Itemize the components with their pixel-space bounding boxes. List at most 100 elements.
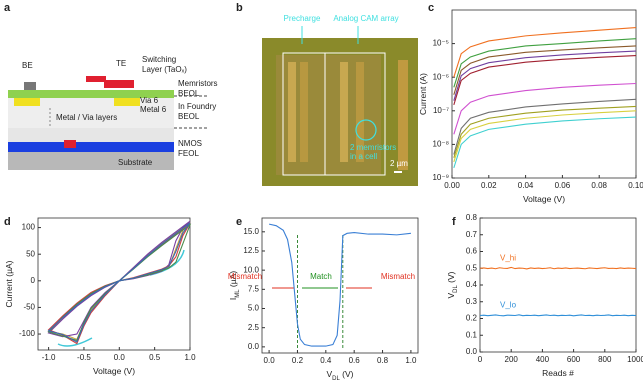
x-tick-label: 0.04 (518, 181, 534, 190)
axis-label-part: (V) (340, 369, 354, 379)
axis-label-part: Reads # (542, 368, 574, 378)
axis-label: Current (µA) (4, 260, 14, 307)
x-tick-label: 1.0 (405, 356, 417, 365)
x-tick-label: 0.06 (555, 181, 571, 190)
x-tick-label: -0.5 (77, 353, 91, 362)
series-line (47, 222, 191, 343)
axis-label-part: (V) (446, 271, 456, 285)
axis-label-part: Current (µA) (4, 260, 14, 307)
x-tick-label: 0.02 (481, 181, 497, 190)
annotation: Match (310, 272, 332, 281)
panel-label: d (4, 216, 11, 228)
series-line (453, 27, 637, 78)
axis-label-part: V (326, 369, 332, 379)
layer (8, 128, 174, 142)
x-tick-label: 0.0 (264, 356, 276, 365)
series-line (47, 222, 191, 345)
axis-label-part: DL (453, 285, 459, 293)
x-tick-label: 0.00 (444, 181, 460, 190)
series-line (268, 223, 411, 347)
x-tick-label: 800 (598, 355, 612, 364)
x-tick-label: 600 (567, 355, 581, 364)
y-tick-label: 10⁻⁶ (433, 72, 449, 81)
series-line (47, 223, 192, 342)
layer (8, 142, 174, 152)
axis-label: IML (µA) (228, 271, 240, 300)
axis-label-part: Voltage (V) (523, 194, 565, 204)
panel-b: b Precharge Analog CAM array 2 memristor… (236, 2, 418, 186)
y-tick-label: 10.0 (243, 265, 259, 274)
panel-label: b (236, 2, 243, 14)
series-line (453, 116, 637, 169)
axis-label-part: ML (235, 289, 241, 298)
y-tick-label: -50 (23, 303, 35, 312)
panel-label: e (236, 216, 242, 228)
y-tick-label: 10⁻⁸ (433, 140, 450, 149)
label: FEOL (178, 149, 199, 158)
layer (104, 80, 134, 88)
arrow (57, 337, 93, 347)
annotation: Mismatch (228, 272, 262, 281)
layer (8, 152, 174, 170)
series-label: V_lo (500, 301, 517, 310)
panel-label: c (428, 2, 434, 14)
micrograph (300, 62, 308, 162)
label: Via 6 (140, 96, 159, 105)
y-tick-label: 12.5 (243, 246, 259, 255)
y-tick-label: 0.5 (466, 263, 478, 272)
x-tick-label: 0.5 (149, 353, 161, 362)
micrograph (288, 62, 296, 162)
y-tick-label: -100 (19, 329, 36, 338)
x-tick-label: 1000 (627, 355, 643, 364)
panel-a: a BE TE Switching Layer (TaOₓ) Memristor… (4, 2, 218, 170)
series-line (479, 314, 637, 317)
label: BE (22, 61, 33, 70)
x-tick-label: 0.10 (628, 181, 643, 190)
label: Metal 6 (140, 105, 167, 114)
axis-label: VDL (V) (326, 369, 353, 381)
plot-frame (261, 217, 419, 354)
x-tick-label: 0.08 (591, 181, 607, 190)
x-tick-label: 0.2 (292, 356, 304, 365)
series-line (479, 266, 637, 270)
micrograph (356, 62, 364, 162)
y-tick-label: 10⁻⁵ (433, 39, 449, 48)
label: Memristors (178, 79, 218, 88)
label: in a cell (350, 152, 377, 161)
label: 2 memristors (350, 143, 396, 152)
series-label: V_hi (500, 253, 516, 262)
series-line (453, 105, 637, 158)
series-line (453, 82, 637, 135)
y-tick-label: 2.5 (248, 323, 260, 332)
label: TE (116, 59, 126, 68)
x-tick-label: 0.6 (349, 356, 361, 365)
y-tick-label: 0.0 (248, 342, 260, 351)
label: Layer (TaOₓ) (142, 65, 187, 74)
axis-label: VDL (V) (446, 271, 458, 298)
layer (8, 90, 174, 98)
y-tick-label: 0 (31, 276, 36, 285)
y-tick-label: 10⁻⁹ (432, 173, 449, 182)
series-line (453, 110, 637, 163)
x-tick-label: 200 (505, 355, 519, 364)
layer (114, 98, 140, 106)
y-tick-label: 5.0 (248, 304, 260, 313)
x-tick-label: 0.8 (377, 356, 389, 365)
layer (14, 98, 40, 106)
x-tick-label: 0 (478, 355, 483, 364)
label: In Foundry (178, 102, 216, 111)
highlight (355, 119, 377, 141)
series-line (453, 98, 637, 155)
x-tick-label: 0.0 (114, 353, 126, 362)
axis-label-part: Voltage (V) (93, 366, 135, 376)
y-tick-label: 100 (22, 223, 36, 232)
axis-label: Current (A) (418, 73, 428, 115)
axis-label: Reads # (542, 368, 574, 378)
axis-label-part: I (228, 298, 238, 300)
annotation: Mismatch (381, 272, 415, 281)
y-tick-label: 0.3 (466, 297, 478, 306)
layer (64, 140, 76, 148)
panel-label: a (4, 2, 11, 14)
y-tick-label: 0.8 (466, 213, 478, 222)
series-line (453, 45, 637, 95)
